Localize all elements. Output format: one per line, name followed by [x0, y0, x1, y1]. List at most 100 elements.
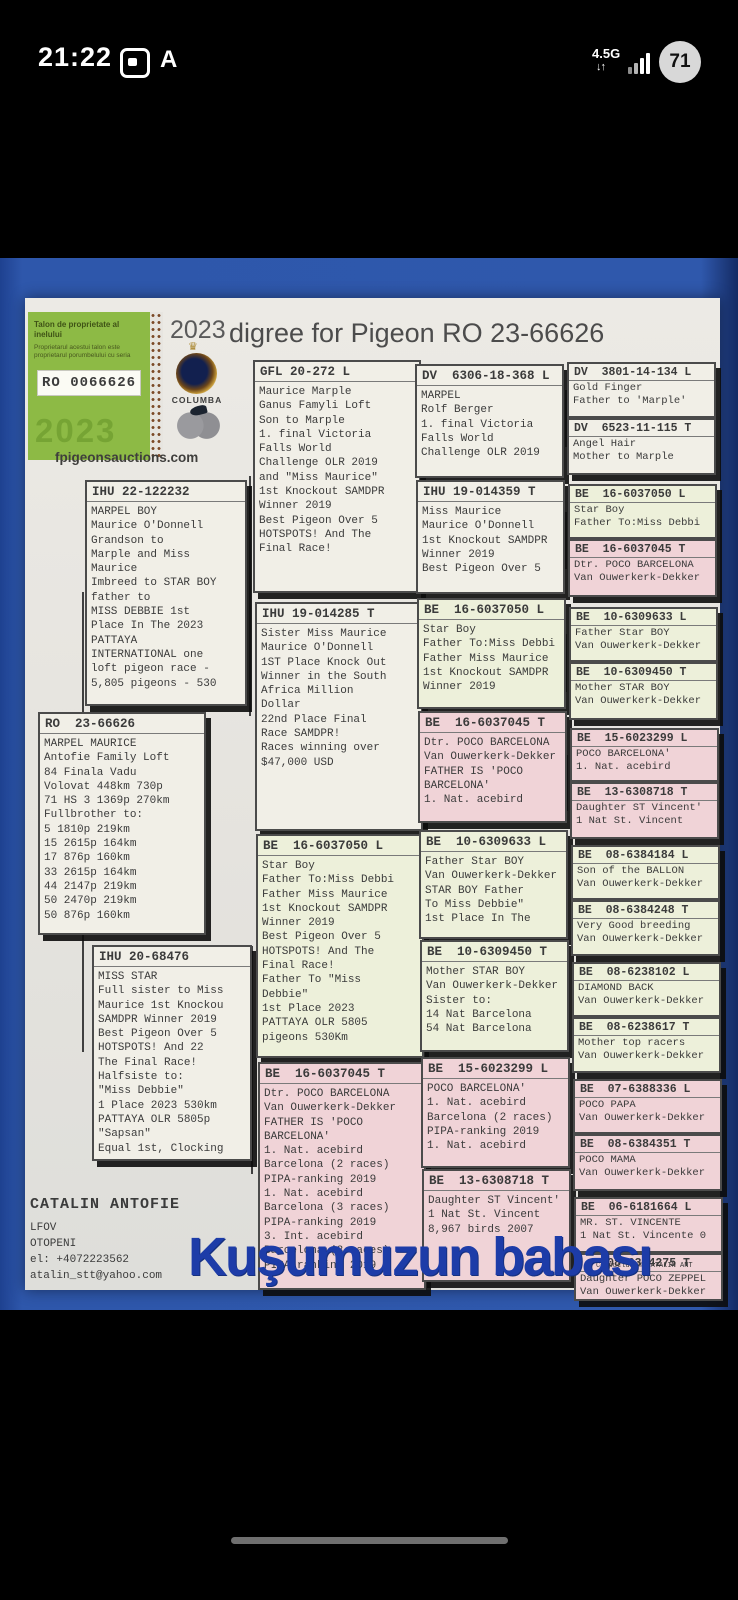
pedigree-box: BE 13-6308718 T Daughter ST Vincent' 1 N…: [422, 1169, 571, 1282]
pedigree-box: BE 16-6037045 T Dtr. POCO BARCELONA Van …: [258, 1062, 426, 1290]
connector-line: [249, 476, 251, 716]
box-text: DIAMOND BACK Van Ouwerkerk-Dekker: [578, 982, 705, 1007]
breeder-details: LFOV OTOPENI el: +4072223562 atalin_stt@…: [30, 1222, 163, 1282]
profile-letter-icon: A: [160, 46, 178, 73]
pedigree-box: DV 6306-18-368 L MARPEL Rolf Berger 1. f…: [415, 364, 564, 478]
pedigree-box-father: IHU 22-122232 MARPEL BOY Maurice O'Donne…: [85, 480, 247, 706]
box-text: Mother STAR BOY Van Ouwerkerk-Dekker: [575, 682, 702, 707]
box-text: MISS STAR Full sister to Miss Maurice 1s…: [98, 971, 224, 1155]
pedigree-box: BE 08-6238617 T Mother top racers Van Ou…: [572, 1017, 721, 1073]
pedigree-box: BE 16-6037045 T Dtr. POCO BARCELONA Van …: [418, 711, 567, 823]
box-text: Dtr. POCO BARCELONA Van Ouwerkerk-Dekker…: [424, 737, 557, 807]
pedigree-box: BE 16-6037050 L Star Boy Father To:Miss …: [568, 484, 717, 539]
software-credit: Compuclub ® CATALIN ANT: [596, 1262, 693, 1270]
ring-number: BE 07-6388336 L: [575, 1081, 720, 1098]
ring-number: BE 06-6181664 L: [576, 1199, 721, 1216]
logo-year: 2023: [170, 316, 226, 344]
pedigree-box: BE 10-6309450 T Mother STAR BOY Van Ouwe…: [420, 940, 569, 1052]
pedigree-box: IHU 19-014285 T Sister Miss Maurice Maur…: [255, 602, 423, 831]
box-text: Gold Finger Father to 'Marple': [573, 382, 687, 407]
ring-number: BE 16-6037045 T: [260, 1064, 424, 1084]
box-text: POCO BARCELONA' 1. Nat. acebird Barcelon…: [427, 1083, 553, 1153]
ring-number: BE 08-6384351 T: [575, 1136, 720, 1153]
ring-number: 08-6384275 T: [576, 1255, 721, 1272]
screenshot-icon: [120, 48, 150, 78]
ring-number: BE 16-6037045 T: [570, 541, 715, 558]
box-text: Angel Hair Mother to Marple: [573, 438, 674, 463]
pedigree-box: BE 10-6309633 L Father Star BOY Van Ouwe…: [569, 607, 718, 662]
ring-number: RO 23-66626: [40, 714, 204, 734]
pedigree-box: BE 08-6238102 L DIAMOND BACK Van Ouwerke…: [572, 962, 721, 1017]
box-text: Miss Maurice Maurice O'Donnell 1st Knock…: [422, 506, 548, 576]
ring-number: BE 16-6037045 T: [420, 713, 565, 733]
ring-number: BE 15-6023299 L: [572, 730, 717, 747]
network-type-label: 4.5G: [592, 46, 621, 61]
box-text: Father Star BOY Van Ouwerkerk-Dekker STA…: [425, 856, 558, 926]
sticker-ring-number: RO 0066626: [37, 370, 141, 396]
connector-line: [566, 755, 568, 811]
sticker-heading: Talon de proprietate al inelului: [34, 320, 120, 339]
box-text: POCO BARCELONA' 1. Nat. acebird: [576, 748, 671, 773]
box-text: MR. ST. VINCENTE 1 Nat St. Vincente 0: [580, 1217, 707, 1242]
box-text: POCO PAPA Van Ouwerkerk-Dekker: [579, 1099, 706, 1124]
pedigree-box: BE 16-6037050 L Star Boy Father To:Miss …: [417, 598, 566, 709]
ownership-sticker: Talon de proprietate al inelului Proprie…: [28, 312, 150, 460]
box-text: Dtr. POCO BARCELONA Van Ouwerkerk-Dekker…: [264, 1088, 397, 1272]
sticker-year: 2023: [35, 412, 117, 449]
columba-peacock-logo: [176, 353, 217, 394]
ring-number: BE 10-6309450 T: [422, 942, 567, 962]
box-text: Star Boy Father To:Miss Debbi: [574, 504, 701, 529]
pedigree-box: BE 08-6384248 T Very Good breeding Van O…: [571, 900, 720, 956]
ring-number: GFL 20-272 L: [255, 362, 419, 382]
ring-number: BE 10-6309633 L: [421, 832, 566, 852]
pedigree-box: GFL 20-272 L Maurice Marple Ganus Famyli…: [253, 360, 421, 593]
pedigree-box: BE 16-6037045 T Dtr. POCO BARCELONA Van …: [568, 539, 717, 597]
box-text: MARPEL Rolf Berger 1. final Victoria Fal…: [421, 390, 540, 460]
box-text: Maurice Marple Ganus Famyli Loft Son to …: [259, 386, 385, 556]
ring-number: IHU 22-122232: [87, 482, 245, 502]
box-text: Sister Miss Maurice Maurice O'Donnell 1S…: [261, 628, 387, 769]
breeder-contact: CATALIN ANTOFIE LFOV OTOPENI el: +407222…: [30, 1196, 180, 1285]
pedigree-box: BE 08-6384351 T POCO MAMA Van Ouwerkerk-…: [573, 1134, 722, 1191]
ring-number: BE 16-6037050 L: [570, 486, 715, 503]
ring-number: DV 6523-11-115 T: [569, 420, 714, 437]
ring-number: IHU 19-014285 T: [257, 604, 421, 624]
pedigree-box: DV 3801-14-134 L Gold Finger Father to '…: [567, 362, 716, 418]
connector-line: [565, 634, 567, 692]
auction-site-label: fpigeonsauctions.com: [55, 450, 199, 465]
box-text: Star Boy Father To:Miss Debbi Father Mis…: [262, 860, 395, 1044]
box-text: Daughter ST Vincent' 1 Nat St. Vincent 8…: [428, 1195, 561, 1236]
ring-number: BE 08-6384184 L: [573, 847, 718, 864]
pedigree-box: BE 13-6308718 T Daughter ST Vincent' 1 N…: [570, 782, 719, 839]
box-text: Daughter ST Vincent' 1 Nat St. Vincent: [576, 802, 703, 827]
pigeon-emblem-icon: [174, 404, 222, 440]
box-text: Mother top racers Van Ouwerkerk-Dekker: [578, 1037, 705, 1062]
pedigree-box: BE 16-6037050 L Star Boy Father To:Miss …: [256, 834, 424, 1058]
connector-line: [565, 390, 567, 447]
pedigree-box: BE 10-6309450 T Mother STAR BOY Van Ouwe…: [569, 662, 718, 720]
pedigree-box: BE 06-6181664 L MR. ST. VINCENTE 1 Nat S…: [574, 1197, 723, 1253]
box-text: Father Star BOY Van Ouwerkerk-Dekker: [575, 627, 702, 652]
box-text: Mother STAR BOY Van Ouwerkerk-Dekker Sis…: [426, 966, 559, 1036]
pedigree-box: DV 6523-11-115 T Angel Hair Mother to Ma…: [567, 418, 716, 475]
home-indicator[interactable]: [231, 1537, 508, 1544]
connector-line: [251, 946, 253, 1174]
crown-icon: ♛: [188, 341, 198, 353]
ring-number: BE 10-6309450 T: [571, 664, 716, 681]
columba-label: COLUMBA: [171, 395, 223, 405]
signal-strength-icon: [628, 50, 654, 74]
connector-line: [565, 512, 567, 569]
ring-number: BE 13-6308718 T: [572, 784, 717, 801]
pedigree-box-subject: RO 23-66626 MARPEL MAURICE Antofie Famil…: [38, 712, 206, 935]
breeder-name: CATALIN ANTOFIE: [30, 1196, 181, 1213]
ring-number: BE 08-6384248 T: [573, 902, 718, 919]
box-text: MARPEL BOY Maurice O'Donnell Grandson to…: [91, 506, 217, 690]
ring-number: DV 3801-14-134 L: [569, 364, 714, 381]
pedigree-box: BE 08-6384184 L Son of the BALLON Van Ou…: [571, 845, 720, 900]
pedigree-box-mother: IHU 20-68476 MISS STAR Full sister to Mi…: [92, 945, 252, 1161]
ring-number: BE 15-6023299 L: [423, 1059, 568, 1079]
pedigree-box: IHU 19-014359 T Miss Maurice Maurice O'D…: [416, 480, 565, 594]
clock: 21:22: [38, 42, 113, 72]
sticker-perforation: [150, 312, 163, 460]
pedigree-box: BE 15-6023299 L POCO BARCELONA' 1. Nat. …: [570, 728, 719, 782]
